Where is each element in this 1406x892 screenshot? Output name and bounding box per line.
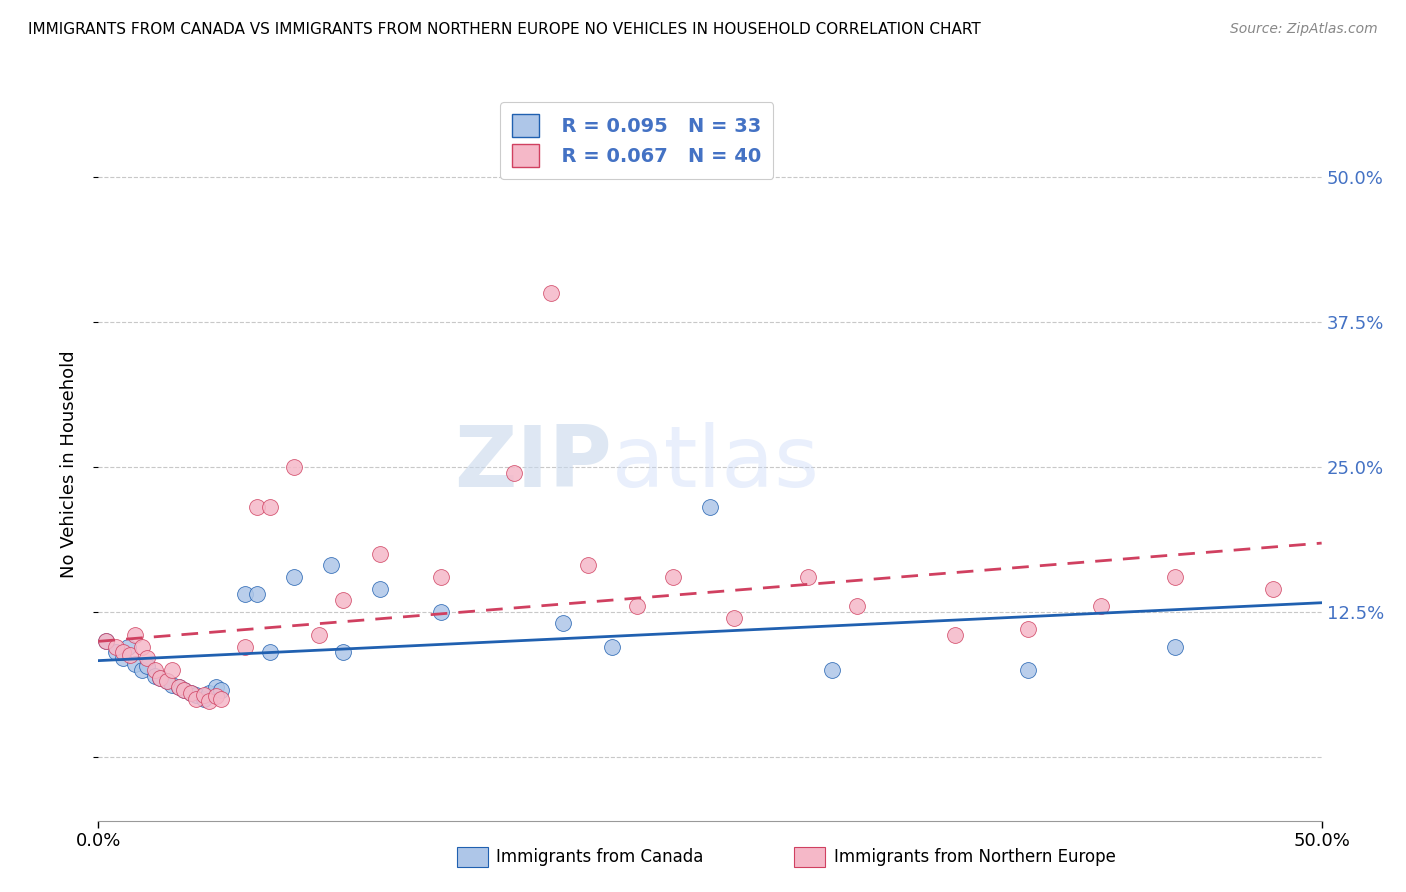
Point [319,558,342,573]
Point [131,663,153,677]
Point [205,680,228,694]
Point [117,640,139,654]
Point [821,663,844,677]
Point [167,680,190,694]
Point [1261,582,1284,596]
Point [845,599,868,613]
Point [149,671,172,685]
Point [193,691,215,706]
Point [149,671,172,685]
Point [723,610,745,624]
Point [540,285,562,300]
Point [233,640,256,654]
Point [167,680,190,694]
Point [576,558,599,573]
Point [259,500,281,515]
Point [209,691,232,706]
Text: Immigrants from Canada: Immigrants from Canada [496,848,703,866]
Point [131,640,153,654]
Point [136,659,159,673]
Point [246,500,269,515]
Point [143,668,166,682]
Point [308,628,330,642]
Point [430,570,453,584]
Point [368,582,391,596]
Point [186,689,208,703]
Point [233,587,256,601]
Point [332,645,354,659]
Point [246,587,269,601]
Point [943,628,966,642]
Point [111,651,134,665]
Point [197,694,219,708]
Point [699,500,721,515]
Point [1090,599,1112,613]
Point [160,663,183,677]
Text: IMMIGRANTS FROM CANADA VS IMMIGRANTS FROM NORTHERN EUROPE NO VEHICLES IN HOUSEHO: IMMIGRANTS FROM CANADA VS IMMIGRANTS FRO… [28,22,981,37]
Point [283,570,305,584]
Point [283,459,305,474]
Point [94,633,117,648]
Point [180,686,202,700]
Point [120,648,142,662]
Point [173,682,195,697]
Point [600,640,623,654]
Point [124,657,146,671]
Point [156,674,179,689]
Point [205,690,228,704]
Text: Immigrants from Northern Europe: Immigrants from Northern Europe [834,848,1115,866]
Point [173,682,195,697]
Point [332,593,354,607]
Point [111,645,134,659]
Point [104,645,127,659]
Point [1017,622,1039,636]
Point [662,570,685,584]
Point [553,616,575,631]
Point [136,651,159,665]
Point [160,678,183,692]
Point [503,466,526,480]
Point [1164,640,1187,654]
Point [94,633,117,648]
Point [180,686,202,700]
Point [626,599,648,613]
Y-axis label: No Vehicles in Household: No Vehicles in Household [59,350,77,578]
Point [143,663,166,677]
Point [430,605,453,619]
Text: atlas: atlas [612,422,820,506]
Point [1017,663,1039,677]
Point [259,645,281,659]
Point [104,640,127,654]
Point [1164,570,1187,584]
Text: Source: ZipAtlas.com: Source: ZipAtlas.com [1230,22,1378,37]
Text: ZIP: ZIP [454,422,612,506]
Point [197,686,219,700]
Point [193,689,215,703]
Point [124,628,146,642]
Point [186,691,208,706]
Point [156,674,179,689]
Point [209,682,232,697]
Legend:   R = 0.095   N = 33,   R = 0.067   N = 40: R = 0.095 N = 33, R = 0.067 N = 40 [501,103,773,178]
Point [797,570,820,584]
Point [368,547,391,561]
